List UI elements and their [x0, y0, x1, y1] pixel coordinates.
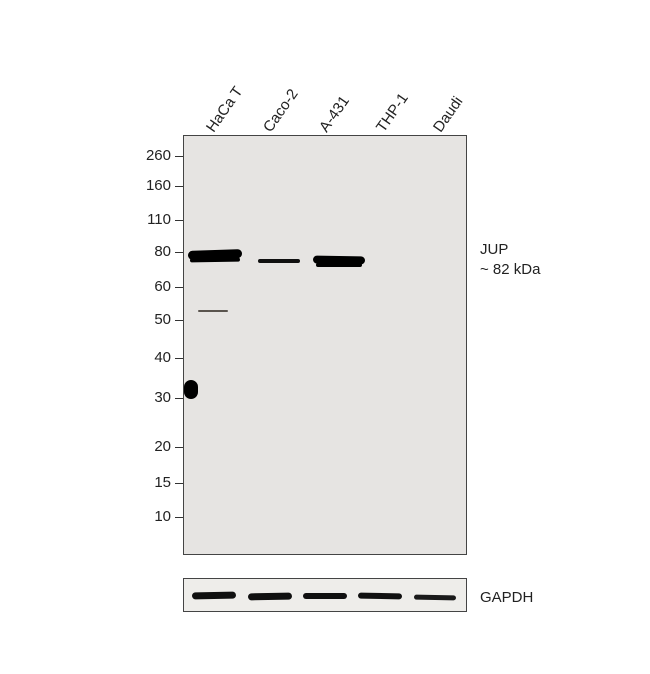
lane-label: Daudi: [430, 94, 466, 136]
mw-marker-label: 160: [131, 178, 171, 193]
western-band: [258, 259, 300, 263]
lane-label: A-431: [316, 93, 353, 136]
western-band: [184, 380, 198, 399]
western-band: [248, 593, 292, 600]
western-band: [303, 593, 347, 599]
mw-marker-label: 110: [131, 212, 171, 227]
mw-marker-label: 60: [131, 279, 171, 294]
western-band: [198, 310, 228, 312]
mw-marker-label: 30: [131, 390, 171, 405]
western-band: [192, 592, 236, 600]
target-mw: ~ 82 kDa: [480, 261, 540, 278]
lane-label: THP-1: [373, 90, 412, 135]
mw-marker-tick: [175, 156, 183, 157]
mw-marker-tick: [175, 398, 183, 399]
loading-control-label: GAPDH: [480, 588, 533, 608]
mw-marker-label: 260: [131, 148, 171, 163]
mw-marker-label: 10: [131, 509, 171, 524]
figure-container: { "figure": { "width_px": 650, "height_p…: [0, 0, 650, 674]
mw-marker-tick: [175, 517, 183, 518]
target-name: JUP: [480, 241, 508, 258]
mw-marker-label: 40: [131, 350, 171, 365]
western-band: [414, 595, 456, 601]
mw-marker-tick: [175, 358, 183, 359]
western-band: [316, 263, 362, 267]
mw-marker-tick: [175, 252, 183, 253]
mw-marker-tick: [175, 483, 183, 484]
mw-marker-tick: [175, 186, 183, 187]
mw-marker-label: 15: [131, 475, 171, 490]
lane-label: Caco-2: [260, 86, 302, 135]
western-band: [358, 593, 402, 600]
loading-control-name: GAPDH: [480, 589, 533, 606]
mw-marker-tick: [175, 220, 183, 221]
mw-marker-tick: [175, 447, 183, 448]
lane-label: HaCa T: [203, 84, 246, 136]
mw-marker-label: 50: [131, 312, 171, 327]
mw-marker-tick: [175, 320, 183, 321]
main-blot-membrane: [183, 135, 467, 555]
mw-marker-tick: [175, 287, 183, 288]
mw-marker-label: 80: [131, 244, 171, 259]
target-protein-label: JUP ~ 82 kDa: [480, 240, 540, 279]
mw-marker-label: 20: [131, 439, 171, 454]
